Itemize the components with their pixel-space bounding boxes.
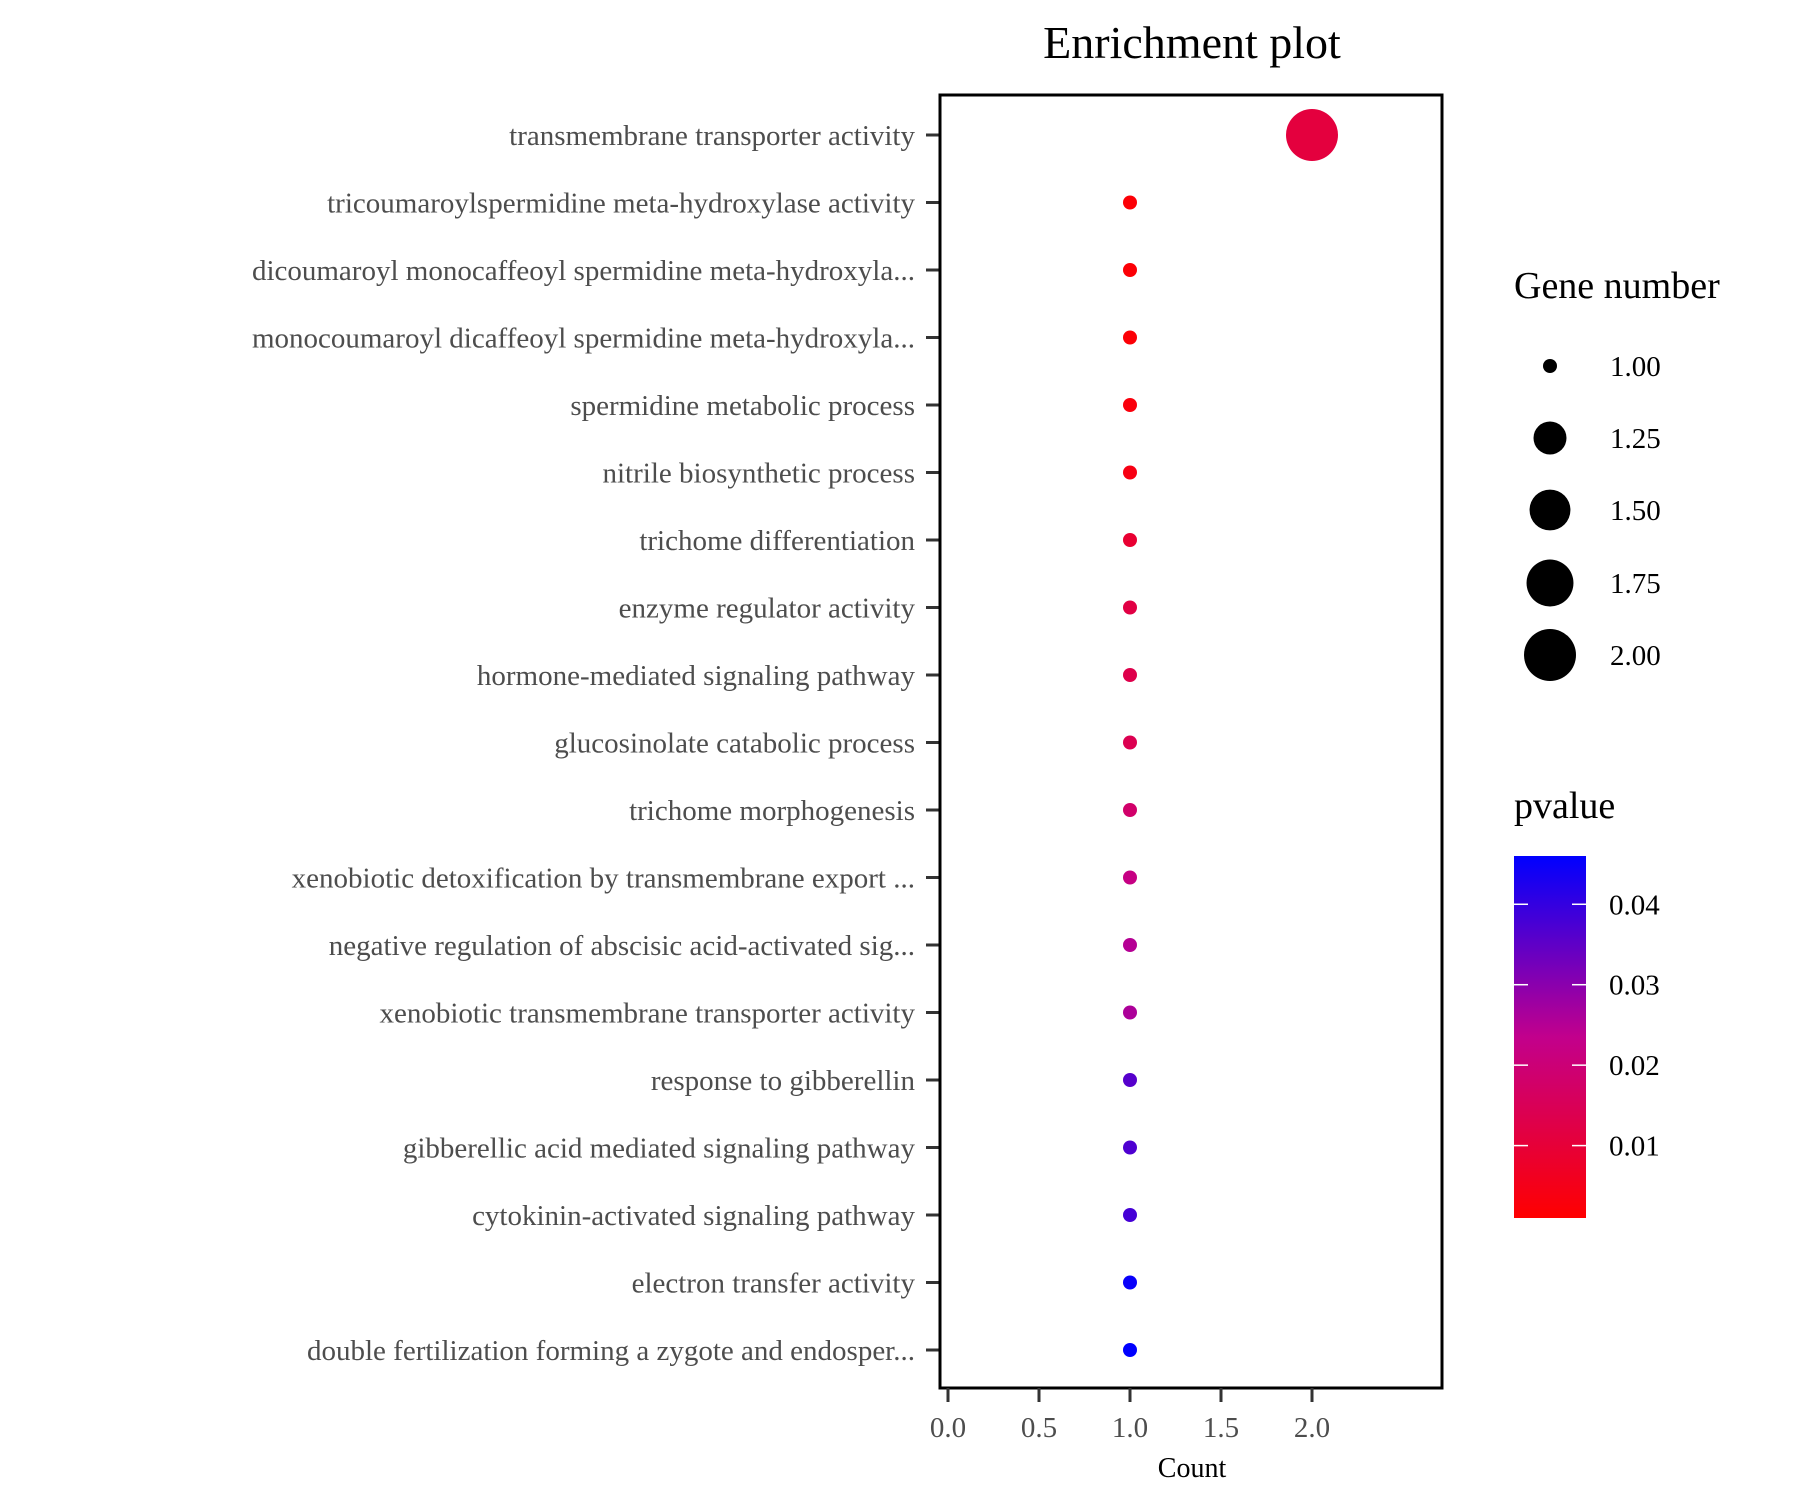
chart-title: Enrichment plot	[1043, 17, 1341, 68]
colorbar-tick-label: 0.04	[1609, 889, 1660, 921]
y-tick-label: tricoumaroylspermidine meta-hydroxylase …	[327, 188, 915, 220]
data-point	[1123, 600, 1137, 615]
x-tick-label: 2.0	[1294, 1412, 1330, 1444]
data-point	[1123, 195, 1137, 210]
pvalue-colorbar	[1514, 856, 1586, 1218]
data-point	[1123, 1275, 1137, 1290]
data-point	[1123, 330, 1137, 345]
x-tick-label: 0.0	[930, 1412, 966, 1444]
size-legend-label: 1.50	[1610, 495, 1661, 527]
y-tick-label: glucosinolate catabolic process	[554, 728, 915, 760]
data-point	[1123, 668, 1137, 682]
y-tick-label: double fertilization forming a zygote an…	[307, 1335, 915, 1367]
data-point	[1123, 1005, 1137, 1020]
size-legend-label: 1.00	[1610, 351, 1661, 383]
colorbar-tick-label: 0.03	[1609, 970, 1660, 1002]
color-legend-title: pvalue	[1514, 785, 1615, 827]
colorbar-tick-label: 0.02	[1609, 1050, 1660, 1082]
size-legend-title: Gene number	[1514, 265, 1720, 307]
y-tick-label: hormone-mediated signaling pathway	[477, 660, 916, 692]
data-point	[1123, 1073, 1137, 1087]
data-point	[1123, 398, 1137, 412]
y-tick-label: dicoumaroyl monocaffeoyl spermidine meta…	[252, 255, 915, 287]
size-legend-key	[1524, 629, 1576, 681]
size-legend-key	[1543, 359, 1557, 373]
size-legend-key	[1533, 421, 1567, 455]
y-tick-label: trichome morphogenesis	[629, 795, 915, 827]
y-tick-label: xenobiotic transmembrane transporter act…	[379, 998, 915, 1030]
size-legend-label: 1.75	[1610, 568, 1661, 600]
data-point	[1123, 735, 1137, 750]
size-legend-label: 2.00	[1610, 640, 1661, 672]
x-tick-label: 0.5	[1021, 1412, 1057, 1444]
data-point	[1123, 1208, 1137, 1222]
y-tick-label: monocoumaroyl dicaffeoyl spermidine meta…	[252, 323, 915, 355]
y-tick-label: gibberellic acid mediated signaling path…	[403, 1133, 916, 1165]
colorbar-tick-label: 0.01	[1609, 1131, 1660, 1163]
y-tick-label: spermidine metabolic process	[570, 390, 915, 422]
data-point	[1123, 870, 1137, 885]
y-tick-label: enzyme regulator activity	[619, 593, 916, 625]
y-tick-label: negative regulation of abscisic acid-act…	[329, 930, 915, 962]
data-point	[1123, 803, 1137, 817]
y-tick-label: cytokinin-activated signaling pathway	[472, 1200, 915, 1232]
data-point	[1123, 533, 1137, 547]
data-point	[1123, 263, 1137, 277]
y-tick-label: nitrile biosynthetic process	[603, 458, 916, 490]
y-tick-label: response to gibberellin	[651, 1065, 916, 1097]
data-point	[1123, 465, 1137, 480]
size-legend-key	[1526, 559, 1574, 607]
size-legend-label: 1.25	[1610, 423, 1661, 455]
x-tick-label: 1.5	[1203, 1412, 1239, 1444]
data-point	[1123, 1343, 1137, 1357]
size-legend-key	[1529, 489, 1571, 531]
y-tick-label: xenobiotic detoxification by transmembra…	[292, 863, 915, 895]
y-tick-label: electron transfer activity	[632, 1268, 916, 1300]
y-tick-label: trichome differentiation	[639, 525, 915, 557]
x-axis-label: Count	[1158, 1453, 1227, 1484]
data-point	[1123, 938, 1137, 952]
x-tick-label: 1.0	[1112, 1412, 1148, 1444]
plot-panel-border	[938, 93, 1444, 1390]
y-tick-label: transmembrane transporter activity	[509, 120, 915, 152]
data-point	[1286, 109, 1338, 161]
data-point	[1123, 1140, 1137, 1155]
